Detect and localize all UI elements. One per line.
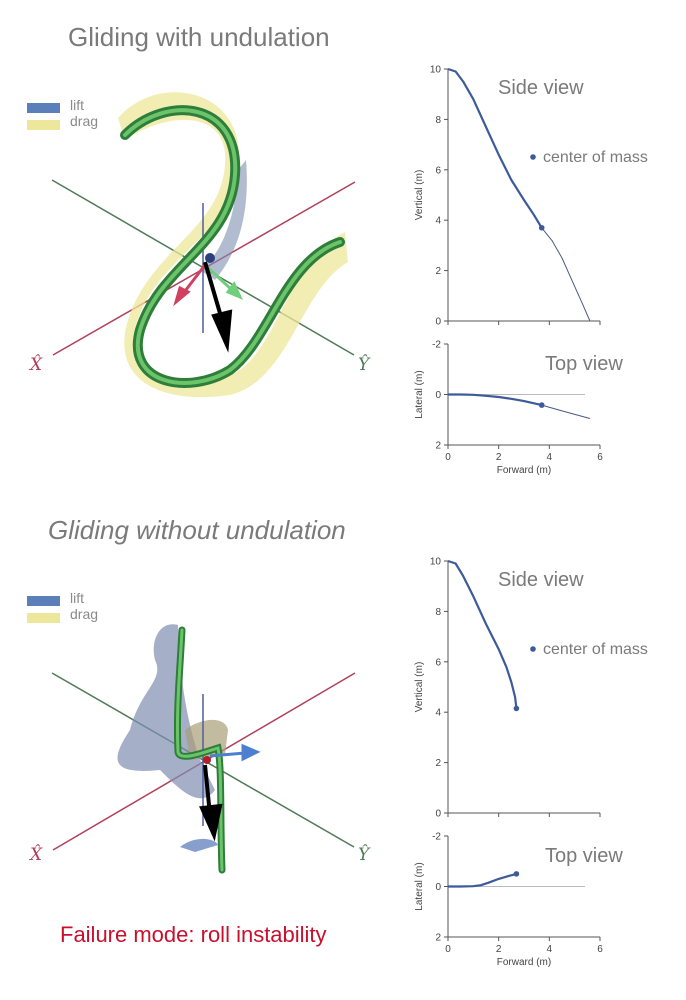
legend-label: center of mass: [543, 149, 648, 166]
y-axis-label: Lateral (m): [414, 370, 425, 418]
lift-arrow: [209, 743, 261, 762]
y-tick-label: 6: [435, 165, 441, 176]
x-axis-label: Forward (m): [497, 957, 551, 968]
y-tick-label: 2: [435, 933, 441, 944]
x-tick-label: 4: [547, 452, 553, 463]
lift-swatch: [27, 596, 60, 606]
lift-swatch: [27, 103, 60, 113]
center-of-mass-point: [513, 871, 520, 877]
trajectory-thick: [448, 872, 517, 888]
x-tick-label: 2: [496, 452, 502, 463]
drag-label: drag: [70, 606, 99, 622]
y-tick-label: 8: [435, 115, 441, 126]
y-tick-label: 10: [430, 65, 442, 76]
y-tick-label: 6: [435, 657, 441, 668]
trajectory-thick: [448, 393, 542, 407]
x-tick-label: 6: [597, 452, 603, 463]
chart-side-view: 0 2 4 6 8 10 Vertical (m) Side view center of ma…: [414, 65, 648, 328]
center-of-mass-point: [513, 705, 520, 712]
lift-label: lift: [70, 590, 84, 606]
trajectory-thin: [541, 227, 591, 322]
y-axis-label: Vertical (m): [414, 662, 425, 713]
x-hat-label: X̂: [30, 355, 43, 375]
y-tick-label: 2: [435, 758, 441, 769]
trajectory-thick: [447, 559, 518, 709]
bottom-3d-scene: [51, 624, 356, 874]
y-hat-label: Ŷ: [358, 845, 370, 865]
x-tick-label: 0: [445, 944, 451, 955]
drag-swatch: [27, 613, 60, 623]
y-tick-label: 0: [435, 882, 441, 893]
chart-title: Top view: [545, 845, 623, 867]
legend-label: center of mass: [543, 641, 648, 658]
center-of-mass-marker: [203, 756, 211, 764]
y-axis-label: Lateral (m): [414, 862, 425, 910]
drag-label: drag: [70, 113, 99, 129]
y-tick-label: 0: [435, 809, 441, 820]
x-tick-label: 6: [597, 944, 603, 955]
center-of-mass-point: [538, 224, 545, 231]
top-panel-title: Gliding with undulation: [68, 22, 330, 52]
x-tick-label: 4: [547, 944, 553, 955]
x-axis-label: Forward (m): [497, 465, 551, 476]
top-3d-scene: [51, 92, 356, 398]
y-tick-label: 8: [435, 607, 441, 618]
center-of-mass-marker: [205, 253, 215, 263]
y-velocity-arrow: [203, 263, 243, 300]
tail-lift-surface: [180, 838, 218, 852]
drag-surface: [118, 92, 348, 398]
bottom-panel-title: Gliding without undulation: [48, 515, 346, 545]
y-tick-label: 4: [435, 708, 441, 719]
x-hat-label: X̂: [30, 845, 43, 865]
y-axis-label: Vertical (m): [414, 170, 425, 221]
chart-title: Side view: [498, 77, 584, 99]
y-tick-label: 4: [435, 216, 441, 227]
y-tick-label: 10: [430, 557, 442, 568]
lift-label: lift: [70, 97, 84, 113]
trajectory-thin: [541, 404, 591, 419]
y-tick-label: 2: [435, 441, 441, 452]
x-tick-label: 2: [496, 944, 502, 955]
legend-marker: [530, 646, 536, 652]
gravity-arrow: [203, 261, 233, 353]
failure-mode-text: Failure mode: roll instability: [60, 922, 327, 947]
gravity-arrow: [199, 764, 223, 842]
snake-highlight: [123, 108, 342, 385]
x-tick-label: 0: [445, 452, 451, 463]
y-tick-label: 2: [435, 266, 441, 277]
chart-title: Top view: [545, 353, 623, 375]
trajectory-thick: [447, 67, 543, 229]
y-tick-label: 0: [435, 390, 441, 401]
legend-marker: [530, 154, 536, 160]
y-tick-label: -2: [432, 340, 441, 351]
x-velocity-arrow: [173, 264, 207, 307]
y-tick-label: 0: [435, 317, 441, 328]
chart-title: Side view: [498, 569, 584, 591]
drag-swatch: [27, 120, 60, 130]
center-of-mass-point: [538, 402, 545, 408]
y-hat-label: Ŷ: [358, 355, 370, 375]
y-tick-label: -2: [432, 832, 441, 843]
chart-side-view: 0 2 4 6 8 10 Vertical (m) Side view center of ma…: [414, 557, 648, 820]
